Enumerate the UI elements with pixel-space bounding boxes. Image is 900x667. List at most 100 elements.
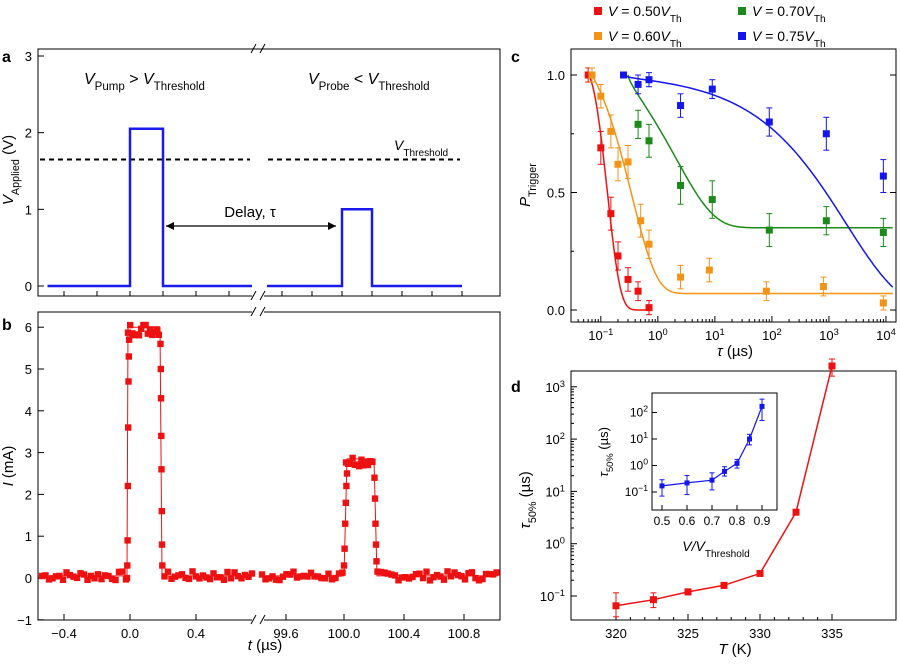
data-marker bbox=[213, 574, 221, 581]
inset-y-tick-label: 10−1 bbox=[625, 483, 648, 499]
data-marker bbox=[398, 574, 406, 581]
data-marker bbox=[84, 576, 91, 583]
axis-break-mark-top bbox=[250, 43, 266, 54]
pump-pulse bbox=[47, 127, 252, 288]
data-marker bbox=[416, 570, 423, 577]
legend-marker bbox=[738, 7, 746, 15]
data-point bbox=[634, 80, 642, 88]
data-point bbox=[607, 127, 615, 135]
data-marker bbox=[73, 574, 81, 582]
data-point bbox=[597, 92, 605, 100]
data-point bbox=[720, 581, 728, 589]
data-marker bbox=[119, 568, 126, 575]
data-marker bbox=[318, 574, 325, 582]
inset-data-point bbox=[684, 480, 690, 486]
data-marker bbox=[262, 576, 269, 583]
data-marker bbox=[325, 570, 332, 577]
inset-x-axis-label: V/VThreshold bbox=[682, 538, 749, 560]
data-marker bbox=[358, 456, 365, 463]
x-tick-label: 0.4 bbox=[187, 626, 205, 641]
data-marker bbox=[369, 458, 376, 466]
data-point bbox=[645, 304, 653, 312]
data-marker bbox=[321, 575, 329, 582]
data-marker bbox=[98, 575, 105, 583]
data-marker bbox=[314, 573, 322, 580]
data-marker bbox=[153, 326, 160, 333]
data-marker bbox=[125, 353, 132, 360]
inset-y-axis-label: τ50% (µs) bbox=[596, 427, 615, 477]
data-marker bbox=[185, 575, 193, 583]
x-tick-label: 100.8 bbox=[448, 626, 481, 641]
legend-entry: V = 0.60VTh bbox=[608, 28, 682, 50]
axis-break-mark-top bbox=[250, 306, 266, 317]
data-marker bbox=[279, 573, 287, 580]
data-marker bbox=[112, 576, 119, 584]
data-marker bbox=[238, 575, 245, 582]
data-marker bbox=[384, 570, 392, 577]
data-marker bbox=[258, 571, 266, 578]
data-marker bbox=[423, 568, 430, 575]
data-marker bbox=[206, 575, 214, 583]
data-marker bbox=[80, 571, 88, 578]
delay-arrow-head-left bbox=[166, 222, 174, 230]
delay-label: Delay, τ bbox=[224, 204, 276, 221]
data-marker bbox=[426, 577, 434, 584]
data-marker bbox=[146, 326, 154, 333]
axis-break-gap bbox=[252, 616, 264, 624]
data-marker bbox=[347, 459, 354, 467]
data-marker bbox=[49, 575, 56, 582]
y-tick-label: 100 bbox=[545, 536, 565, 552]
data-marker bbox=[430, 574, 437, 581]
data-marker bbox=[283, 571, 290, 578]
axis-break-gap-top bbox=[252, 308, 264, 316]
data-marker bbox=[395, 577, 402, 584]
data-marker bbox=[388, 571, 395, 578]
legend-marker bbox=[594, 32, 602, 40]
data-marker bbox=[437, 573, 444, 580]
data-marker bbox=[409, 573, 416, 581]
fit-curve bbox=[591, 74, 894, 295]
x-axis-label: τ (µs) bbox=[717, 343, 753, 360]
y-tick-label: 0 bbox=[25, 571, 32, 586]
probe-label: VProbe < VThreshold bbox=[308, 71, 430, 93]
data-point bbox=[597, 144, 605, 152]
data-marker bbox=[168, 575, 175, 582]
probe-pulse bbox=[267, 208, 462, 288]
panel-label-c: c bbox=[511, 49, 520, 66]
data-marker bbox=[440, 576, 448, 583]
data-marker bbox=[276, 576, 283, 584]
inset-frame bbox=[651, 392, 778, 511]
inset: 0.5 0.6 0.7 0.8 0.9 10−1 100 101 102 V/VThreshold… bbox=[596, 392, 778, 560]
data-point bbox=[677, 102, 685, 110]
data-marker bbox=[142, 321, 149, 329]
data-marker bbox=[419, 574, 427, 582]
data-marker bbox=[297, 573, 304, 580]
axes-frame bbox=[570, 48, 897, 323]
data-marker bbox=[91, 575, 98, 582]
x-axis-label: T (K) bbox=[718, 641, 751, 658]
x-tick-label: 320 bbox=[605, 626, 627, 641]
data-point bbox=[822, 217, 830, 225]
trace-line-left bbox=[42, 326, 254, 577]
y-tick-label: 1.0 bbox=[547, 68, 565, 83]
data-point bbox=[792, 508, 800, 516]
inset-y-tick-label: 100 bbox=[630, 457, 648, 473]
data-point bbox=[879, 228, 887, 236]
y-tick-label: 103 bbox=[545, 379, 565, 395]
y-axis-label: PTrigger bbox=[517, 163, 539, 207]
y-axis-label: τ50% (µs) bbox=[517, 471, 539, 529]
data-point bbox=[584, 71, 592, 79]
data-point bbox=[708, 196, 716, 204]
fit-curve bbox=[587, 74, 650, 311]
data-marker bbox=[63, 569, 70, 576]
panel-label-d: d bbox=[511, 379, 521, 396]
data-point bbox=[614, 160, 622, 168]
legend-marker bbox=[594, 7, 602, 15]
data-point bbox=[819, 283, 827, 290]
inset-y-tick-label: 102 bbox=[630, 404, 648, 420]
data-marker bbox=[115, 568, 123, 576]
data-point bbox=[637, 217, 645, 225]
data-marker bbox=[224, 568, 231, 576]
data-marker bbox=[245, 573, 252, 580]
panel-c: 10−1 100 101 102 103 104 0.0 0.5 1.0 τ (µs) PTrigg… bbox=[517, 3, 897, 360]
